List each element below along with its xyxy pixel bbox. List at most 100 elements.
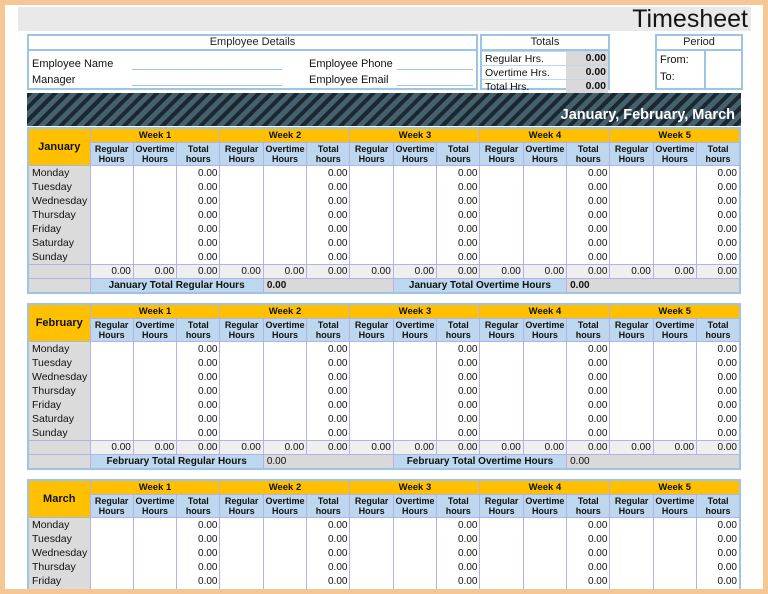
hours-input-cell[interactable]	[652, 517, 698, 532]
hours-input-cell[interactable]	[609, 426, 654, 441]
hours-input-cell[interactable]	[522, 560, 568, 574]
hours-input-cell[interactable]	[89, 426, 134, 441]
hours-input-cell[interactable]	[609, 384, 654, 398]
hours-input-cell[interactable]	[89, 370, 134, 384]
hours-input-cell[interactable]	[262, 194, 308, 208]
hours-input-cell[interactable]	[392, 370, 438, 384]
hours-input-cell[interactable]	[89, 356, 134, 370]
hours-input-cell[interactable]	[219, 165, 264, 180]
hours-input-cell[interactable]	[479, 532, 524, 546]
hours-input-cell[interactable]	[652, 384, 698, 398]
hours-input-cell[interactable]	[652, 222, 698, 236]
hours-input-cell[interactable]	[349, 588, 394, 589]
hours-input-cell[interactable]	[522, 532, 568, 546]
hours-input-cell[interactable]	[349, 384, 394, 398]
hours-input-cell[interactable]	[349, 426, 394, 441]
hours-input-cell[interactable]	[392, 194, 438, 208]
hours-input-cell[interactable]	[479, 412, 524, 426]
hours-input-cell[interactable]	[349, 341, 394, 356]
hours-input-cell[interactable]	[219, 517, 264, 532]
hours-input-cell[interactable]	[349, 222, 394, 236]
hours-input-cell[interactable]	[262, 398, 308, 412]
hours-input-cell[interactable]	[219, 560, 264, 574]
hours-input-cell[interactable]	[609, 532, 654, 546]
hours-input-cell[interactable]	[652, 574, 698, 588]
hours-input-cell[interactable]	[262, 356, 308, 370]
hours-input-cell[interactable]	[89, 384, 134, 398]
hours-input-cell[interactable]	[89, 341, 134, 356]
hours-input-cell[interactable]	[392, 222, 438, 236]
hours-input-cell[interactable]	[349, 236, 394, 250]
hours-input-cell[interactable]	[132, 532, 178, 546]
hours-input-cell[interactable]	[89, 574, 134, 588]
hours-input-cell[interactable]	[522, 165, 568, 180]
hours-input-cell[interactable]	[349, 412, 394, 426]
hours-input-cell[interactable]	[132, 165, 178, 180]
hours-input-cell[interactable]	[89, 250, 134, 265]
hours-input-cell[interactable]	[89, 560, 134, 574]
hours-input-cell[interactable]	[392, 560, 438, 574]
hours-input-cell[interactable]	[349, 356, 394, 370]
hours-input-cell[interactable]	[522, 222, 568, 236]
hours-input-cell[interactable]	[262, 180, 308, 194]
hours-input-cell[interactable]	[132, 588, 178, 589]
hours-input-cell[interactable]	[652, 180, 698, 194]
hours-input-cell[interactable]	[262, 574, 308, 588]
manager-input[interactable]	[132, 72, 282, 86]
hours-input-cell[interactable]	[609, 180, 654, 194]
hours-input-cell[interactable]	[262, 208, 308, 222]
hours-input-cell[interactable]	[132, 341, 178, 356]
hours-input-cell[interactable]	[262, 517, 308, 532]
hours-input-cell[interactable]	[609, 398, 654, 412]
hours-input-cell[interactable]	[89, 398, 134, 412]
hours-input-cell[interactable]	[262, 165, 308, 180]
hours-input-cell[interactable]	[219, 426, 264, 441]
hours-input-cell[interactable]	[652, 208, 698, 222]
hours-input-cell[interactable]	[89, 546, 134, 560]
hours-input-cell[interactable]	[392, 574, 438, 588]
hours-input-cell[interactable]	[609, 250, 654, 265]
hours-input-cell[interactable]	[89, 208, 134, 222]
hours-input-cell[interactable]	[132, 180, 178, 194]
hours-input-cell[interactable]	[262, 588, 308, 589]
hours-input-cell[interactable]	[479, 370, 524, 384]
hours-input-cell[interactable]	[479, 398, 524, 412]
hours-input-cell[interactable]	[349, 517, 394, 532]
hours-input-cell[interactable]	[609, 236, 654, 250]
hours-input-cell[interactable]	[392, 588, 438, 589]
hours-input-cell[interactable]	[392, 384, 438, 398]
hours-input-cell[interactable]	[262, 236, 308, 250]
hours-input-cell[interactable]	[652, 546, 698, 560]
hours-input-cell[interactable]	[652, 236, 698, 250]
employee-email-input[interactable]	[397, 72, 473, 86]
hours-input-cell[interactable]	[479, 208, 524, 222]
hours-input-cell[interactable]	[89, 194, 134, 208]
hours-input-cell[interactable]	[89, 532, 134, 546]
hours-input-cell[interactable]	[392, 532, 438, 546]
hours-input-cell[interactable]	[522, 588, 568, 589]
hours-input-cell[interactable]	[479, 250, 524, 265]
hours-input-cell[interactable]	[609, 222, 654, 236]
hours-input-cell[interactable]	[262, 384, 308, 398]
hours-input-cell[interactable]	[262, 341, 308, 356]
hours-input-cell[interactable]	[522, 370, 568, 384]
hours-input-cell[interactable]	[132, 426, 178, 441]
hours-input-cell[interactable]	[522, 208, 568, 222]
hours-input-cell[interactable]	[652, 426, 698, 441]
hours-input-cell[interactable]	[349, 165, 394, 180]
hours-input-cell[interactable]	[132, 236, 178, 250]
hours-input-cell[interactable]	[652, 560, 698, 574]
hours-input-cell[interactable]	[479, 560, 524, 574]
hours-input-cell[interactable]	[262, 560, 308, 574]
hours-input-cell[interactable]	[132, 517, 178, 532]
hours-input-cell[interactable]	[132, 384, 178, 398]
hours-input-cell[interactable]	[262, 250, 308, 265]
hours-input-cell[interactable]	[652, 532, 698, 546]
hours-input-cell[interactable]	[349, 370, 394, 384]
hours-input-cell[interactable]	[132, 370, 178, 384]
hours-input-cell[interactable]	[349, 208, 394, 222]
hours-input-cell[interactable]	[392, 180, 438, 194]
hours-input-cell[interactable]	[392, 236, 438, 250]
hours-input-cell[interactable]	[349, 532, 394, 546]
period-from-input[interactable]	[706, 54, 741, 71]
